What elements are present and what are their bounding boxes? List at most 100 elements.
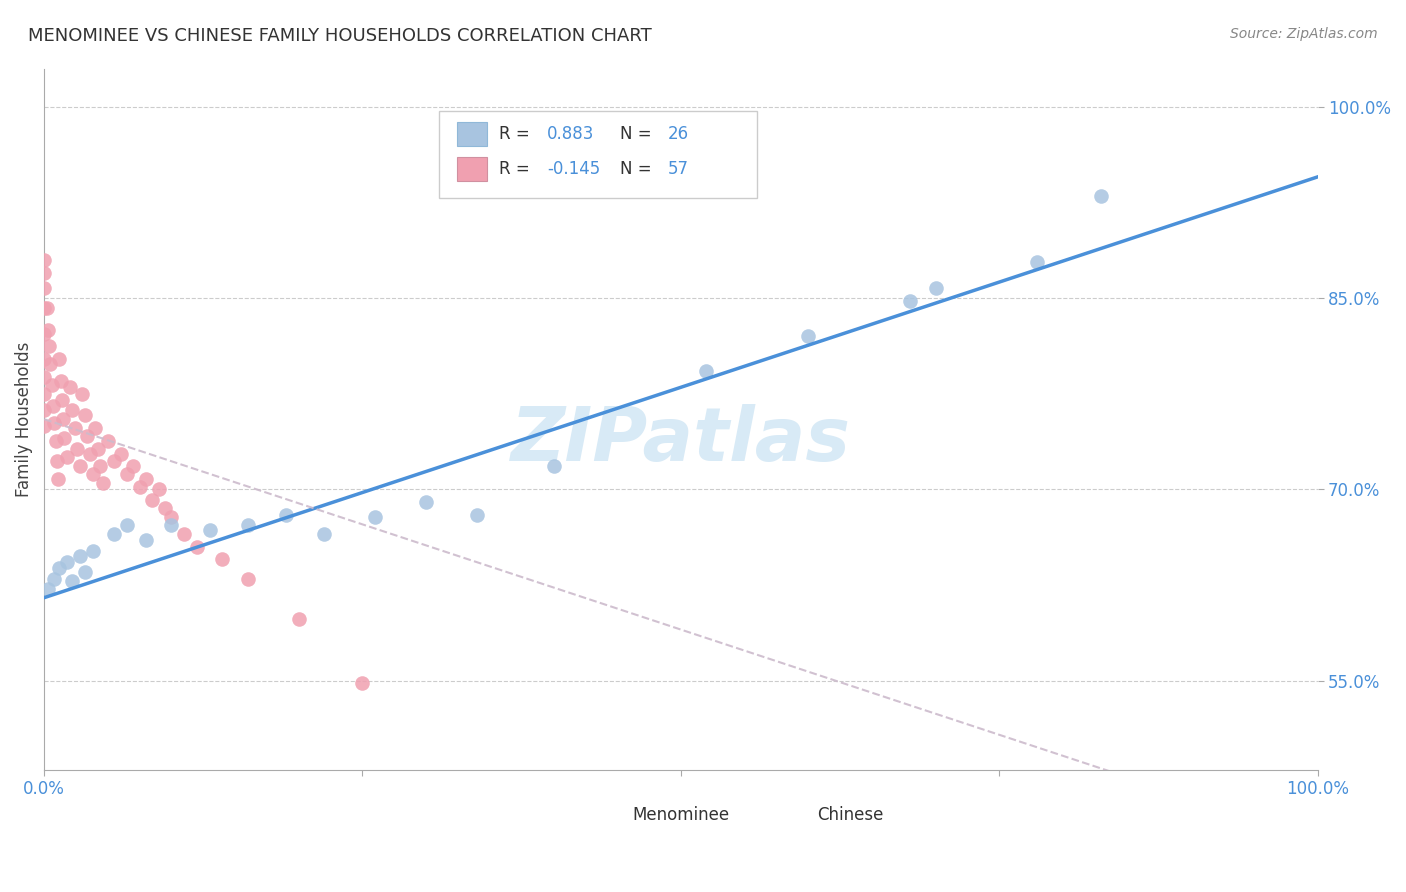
Point [86,442,108,456]
Point [63,421,86,435]
Point [45,454,67,468]
Point [314,527,336,541]
Point [898,293,921,308]
Point [32,252,55,267]
Point [42,400,65,414]
Point [236,572,259,586]
Point [236,518,259,533]
Point [122,459,145,474]
Point [32,386,55,401]
Point [32,370,55,384]
Point [160,518,183,533]
Point [44,572,66,586]
FancyBboxPatch shape [782,804,813,828]
Point [56,450,79,465]
Point [44,416,66,430]
Point [45,434,67,448]
Text: Chinese: Chinese [817,806,883,824]
Point [1026,255,1049,269]
Point [364,510,387,524]
FancyBboxPatch shape [596,804,627,828]
Point [46,472,69,486]
Point [415,495,437,509]
Text: R =: R = [499,125,534,143]
Point [56,555,79,569]
Point [60,403,83,417]
FancyBboxPatch shape [457,122,488,145]
Point [32,301,55,316]
Text: 0.883: 0.883 [547,125,595,143]
Text: 26: 26 [668,125,689,143]
Point [51,392,73,407]
Point [110,447,132,461]
Point [53,431,76,445]
Point [924,281,946,295]
Point [76,429,98,443]
Text: Menominee: Menominee [633,806,730,824]
Point [160,510,183,524]
Point [58,380,80,394]
Point [211,552,233,566]
Point [38,339,60,353]
Text: MENOMINEE VS CHINESE FAMILY HOUSEHOLDS CORRELATION CHART: MENOMINEE VS CHINESE FAMILY HOUSEHOLDS C… [28,27,652,45]
Point [91,475,114,490]
Point [48,561,70,575]
Point [135,533,157,548]
Point [79,447,101,461]
Point [84,421,107,435]
Point [32,266,55,280]
Point [32,352,55,367]
Point [72,386,94,401]
FancyBboxPatch shape [457,157,488,181]
Point [543,459,565,474]
Point [32,281,55,295]
Text: ZIPatlas: ZIPatlas [510,404,851,476]
Point [103,454,125,468]
Point [69,459,91,474]
Point [73,565,96,579]
Point [153,501,176,516]
Point [37,323,59,337]
Point [141,492,163,507]
Point [89,459,111,474]
Point [32,326,55,341]
Point [173,527,195,541]
Point [103,527,125,541]
Point [32,403,55,417]
Point [465,508,488,522]
Text: 57: 57 [668,160,689,178]
Point [186,540,208,554]
Text: -0.145: -0.145 [547,160,600,178]
Text: R =: R = [499,160,534,178]
Point [128,480,150,494]
Point [148,483,170,497]
Point [73,409,96,423]
Point [797,329,820,343]
Point [49,374,72,388]
Point [48,352,70,367]
Point [97,434,120,448]
Point [82,467,104,481]
Text: N =: N = [620,160,657,178]
Y-axis label: Family Households: Family Households [15,342,32,497]
Point [288,612,311,626]
Point [39,357,62,371]
Point [274,508,297,522]
Point [60,574,83,588]
FancyBboxPatch shape [439,111,758,198]
Point [35,301,58,316]
Point [66,442,89,456]
Point [37,582,59,596]
Text: N =: N = [620,125,657,143]
Point [32,418,55,433]
Point [198,523,221,537]
Point [695,364,717,378]
Point [41,377,63,392]
Point [1090,189,1112,203]
Text: Source: ZipAtlas.com: Source: ZipAtlas.com [1230,27,1378,41]
Point [52,412,75,426]
Point [135,472,157,486]
Point [115,467,138,481]
Point [115,518,138,533]
Point [352,676,374,690]
